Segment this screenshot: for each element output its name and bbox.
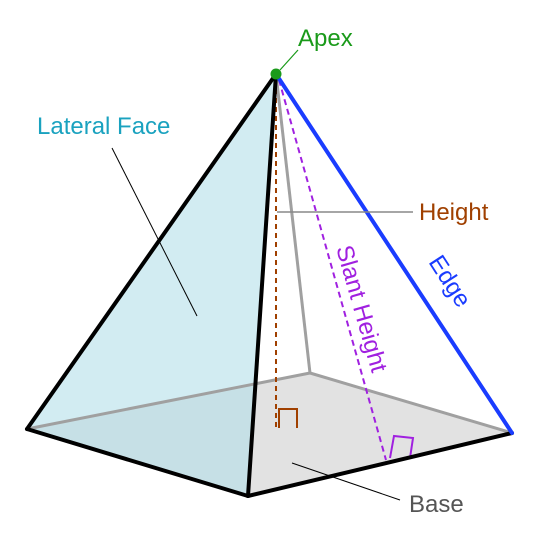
slant-height-label: Slant Height xyxy=(330,242,392,375)
base-front-right-edge xyxy=(246,431,514,498)
edge-line xyxy=(274,72,514,435)
hidden-base-edge-left xyxy=(26,371,311,431)
hidden-base-edge-right xyxy=(309,371,513,435)
lateral-face-label: Lateral Face xyxy=(37,113,170,140)
base-label: Base xyxy=(409,491,464,518)
apex-point xyxy=(270,68,282,80)
lateral-face xyxy=(27,74,276,496)
base-leader xyxy=(291,462,401,501)
slant-height-right-angle-marker xyxy=(389,434,415,459)
base-front-left-edge xyxy=(25,427,250,498)
front-edge xyxy=(246,72,278,498)
hidden-lateral-edge xyxy=(274,73,312,374)
apex-label: Apex xyxy=(298,25,353,52)
apex-leader xyxy=(279,49,299,71)
slant-height-line xyxy=(278,79,387,461)
front-left-edge xyxy=(25,72,278,431)
height-right-angle-marker xyxy=(278,408,298,428)
lateral-face-leader xyxy=(111,147,198,317)
edge-label: Edge xyxy=(423,251,476,313)
height-label: Height xyxy=(419,199,489,226)
